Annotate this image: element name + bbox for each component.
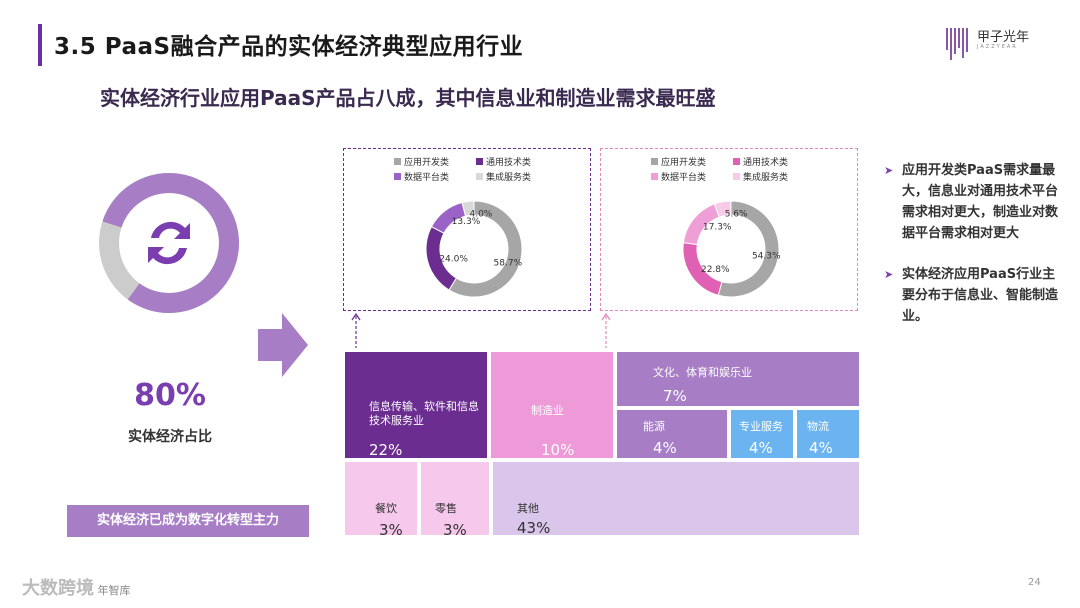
treemap-cell: 文化、体育和娱乐业 7% <box>615 350 861 408</box>
legend-swatch <box>394 158 401 165</box>
treemap-cell-value: 3% <box>443 521 467 539</box>
legend-item: 通用技术类 <box>476 155 558 168</box>
donut-chart-info-industry: 58.7% 24.0% 13.3%4.0% <box>425 200 523 298</box>
legend-swatch <box>733 158 740 165</box>
treemap-cell-value: 4% <box>749 439 773 457</box>
legend-swatch <box>651 158 658 165</box>
treemap-cell-name: 专业服务 <box>739 420 783 433</box>
connector-arrow-manufacturing <box>601 312 611 348</box>
treemap-cell-value: 4% <box>653 439 677 457</box>
footer-source: 大数跨境 年智库 <box>22 574 131 600</box>
source-suffix: 年智库 <box>97 584 131 597</box>
donut-slice <box>461 200 475 217</box>
summary-ring <box>99 173 239 313</box>
treemap-cell-value: 7% <box>663 387 687 405</box>
legend-swatch <box>476 158 483 165</box>
donut-slice <box>713 200 732 218</box>
treemap-cell: 能源 4% <box>615 408 729 460</box>
real-economy-percentage: 80% <box>134 378 206 413</box>
note-text: 应用开发类PaaS需求量最大，信息业对通用技术平台需求相对更大，制造业对数据平台… <box>902 163 1059 241</box>
treemap-cell: 专业服务 4% <box>729 408 795 460</box>
legend-item: 集成服务类 <box>733 170 815 183</box>
legend-item: 应用开发类 <box>651 155 733 168</box>
note-text: 实体经济应用PaaS行业主要分布于信息业、智能制造业。 <box>902 267 1059 324</box>
donut-slice <box>717 200 780 298</box>
legend-item: 数据平台类 <box>394 170 476 183</box>
legend-label: 数据平台类 <box>661 173 707 183</box>
treemap-cell-name: 制造业 <box>531 404 564 417</box>
treemap-cell: 物流 4% <box>795 408 861 460</box>
donut-chart-manufacturing: 54.3% 22.8% 17.3% 5.6% <box>682 200 781 298</box>
industry-treemap: 信息传输、软件和信息技术服务业 22% 制造业 10% 文化、体育和娱乐业 7% 能源 4% 专… <box>343 350 861 539</box>
arrow-bullet-icon: ➤ <box>884 164 894 177</box>
treemap-cell-name: 餐饮 <box>375 502 397 515</box>
subtitle: 实体经济行业应用PaaS产品占八成，其中信息业和制造业需求最旺盛 <box>100 86 716 110</box>
legend-swatch <box>733 173 740 180</box>
treemap-cell-name: 物流 <box>807 420 829 433</box>
treemap-cell-name: 其他 <box>517 502 539 515</box>
treemap-cell: 信息传输、软件和信息技术服务业 22% <box>343 350 489 460</box>
treemap-cell: 零售 3% <box>419 460 491 539</box>
treemap-cell-value: 4% <box>809 439 833 457</box>
source-watermark: 大数跨境 <box>22 578 94 599</box>
treemap-cell-value: 3% <box>379 521 403 539</box>
note-item: ➤ 实体经济应用PaaS行业主要分布于信息业、智能制造业。 <box>884 264 1064 327</box>
donut-slice-label: 4.0% <box>469 209 492 219</box>
page-number: 24 <box>1028 577 1041 588</box>
treemap-cell-value: 22% <box>369 441 403 459</box>
treemap-cell: 制造业 10% <box>489 350 615 460</box>
logo-text: 甲子光年 <box>977 30 1030 45</box>
legend-item: 数据平台类 <box>651 170 733 183</box>
donut-slice-label: 5.6% <box>725 210 748 220</box>
donut-slice-label: 58.7% <box>494 258 523 268</box>
right-arrow-icon <box>258 313 308 377</box>
ring-fill <box>99 173 239 313</box>
donut-slice <box>448 200 523 298</box>
treemap-cell: 其他 43% <box>491 460 861 537</box>
donut-slice-label: 17.3% <box>703 222 732 232</box>
connector-arrow-info <box>351 312 361 348</box>
donut-slice-label: 24.0% <box>439 255 468 265</box>
legend-label: 应用开发类 <box>661 158 707 168</box>
treemap-cell: 餐饮 3% <box>343 460 419 539</box>
refresh-icon <box>148 221 190 265</box>
legend-label: 通用技术类 <box>486 158 532 168</box>
arrow-bullet-icon: ➤ <box>884 268 894 281</box>
legend-swatch <box>476 173 483 180</box>
donut-slice-label: 22.8% <box>701 265 730 275</box>
logo-subtext: JAZZYEAR <box>977 44 1018 50</box>
legend-label: 集成服务类 <box>486 173 532 183</box>
real-economy-label: 实体经济占比 <box>128 429 212 445</box>
treemap-cell-value: 10% <box>541 441 575 459</box>
legend-label: 应用开发类 <box>404 158 450 168</box>
legend-item: 通用技术类 <box>733 155 815 168</box>
treemap-cell-name: 文化、体育和娱乐业 <box>653 366 752 379</box>
legend-swatch <box>651 173 658 180</box>
legend-label: 数据平台类 <box>404 173 450 183</box>
page-title: 3.5 PaaS融合产品的实体经济典型应用行业 <box>54 34 524 60</box>
donut-panel-info-industry: 应用开发类 通用技术类数据平台类 集成服务类 58.7% 24.0% 13.3% 4.0% <box>343 148 591 311</box>
treemap-cell-name: 信息传输、软件和信息技术服务业 <box>369 400 479 427</box>
jazzyear-logo <box>946 28 968 60</box>
donut-legend: 应用开发类 通用技术类数据平台类 集成服务类 <box>651 155 815 183</box>
legend-label: 通用技术类 <box>743 158 789 168</box>
legend-label: 集成服务类 <box>743 173 789 183</box>
donut-slice-label: 13.3% <box>452 217 481 227</box>
note-item: ➤ 应用开发类PaaS需求量最大，信息业对通用技术平台需求相对更大，制造业对数据… <box>884 160 1064 244</box>
title-accent-bar <box>38 24 42 66</box>
summary-tag: 实体经济已成为数字化转型主力 <box>67 505 309 537</box>
legend-swatch <box>394 173 401 180</box>
donut-slice-label: 54.3% <box>752 252 781 262</box>
treemap-cell-name: 零售 <box>435 502 457 515</box>
notes-panel: ➤ 应用开发类PaaS需求量最大，信息业对通用技术平台需求相对更大，制造业对数据… <box>884 160 1064 347</box>
treemap-cell-value: 43% <box>517 519 551 537</box>
treemap-cell-name: 能源 <box>643 420 665 433</box>
legend-item: 集成服务类 <box>476 170 558 183</box>
donut-panel-manufacturing: 应用开发类 通用技术类数据平台类 集成服务类 54.3% 22.8% 17.3% 5.6% <box>600 148 858 311</box>
donut-legend: 应用开发类 通用技术类数据平台类 集成服务类 <box>394 155 558 183</box>
legend-item: 应用开发类 <box>394 155 476 168</box>
